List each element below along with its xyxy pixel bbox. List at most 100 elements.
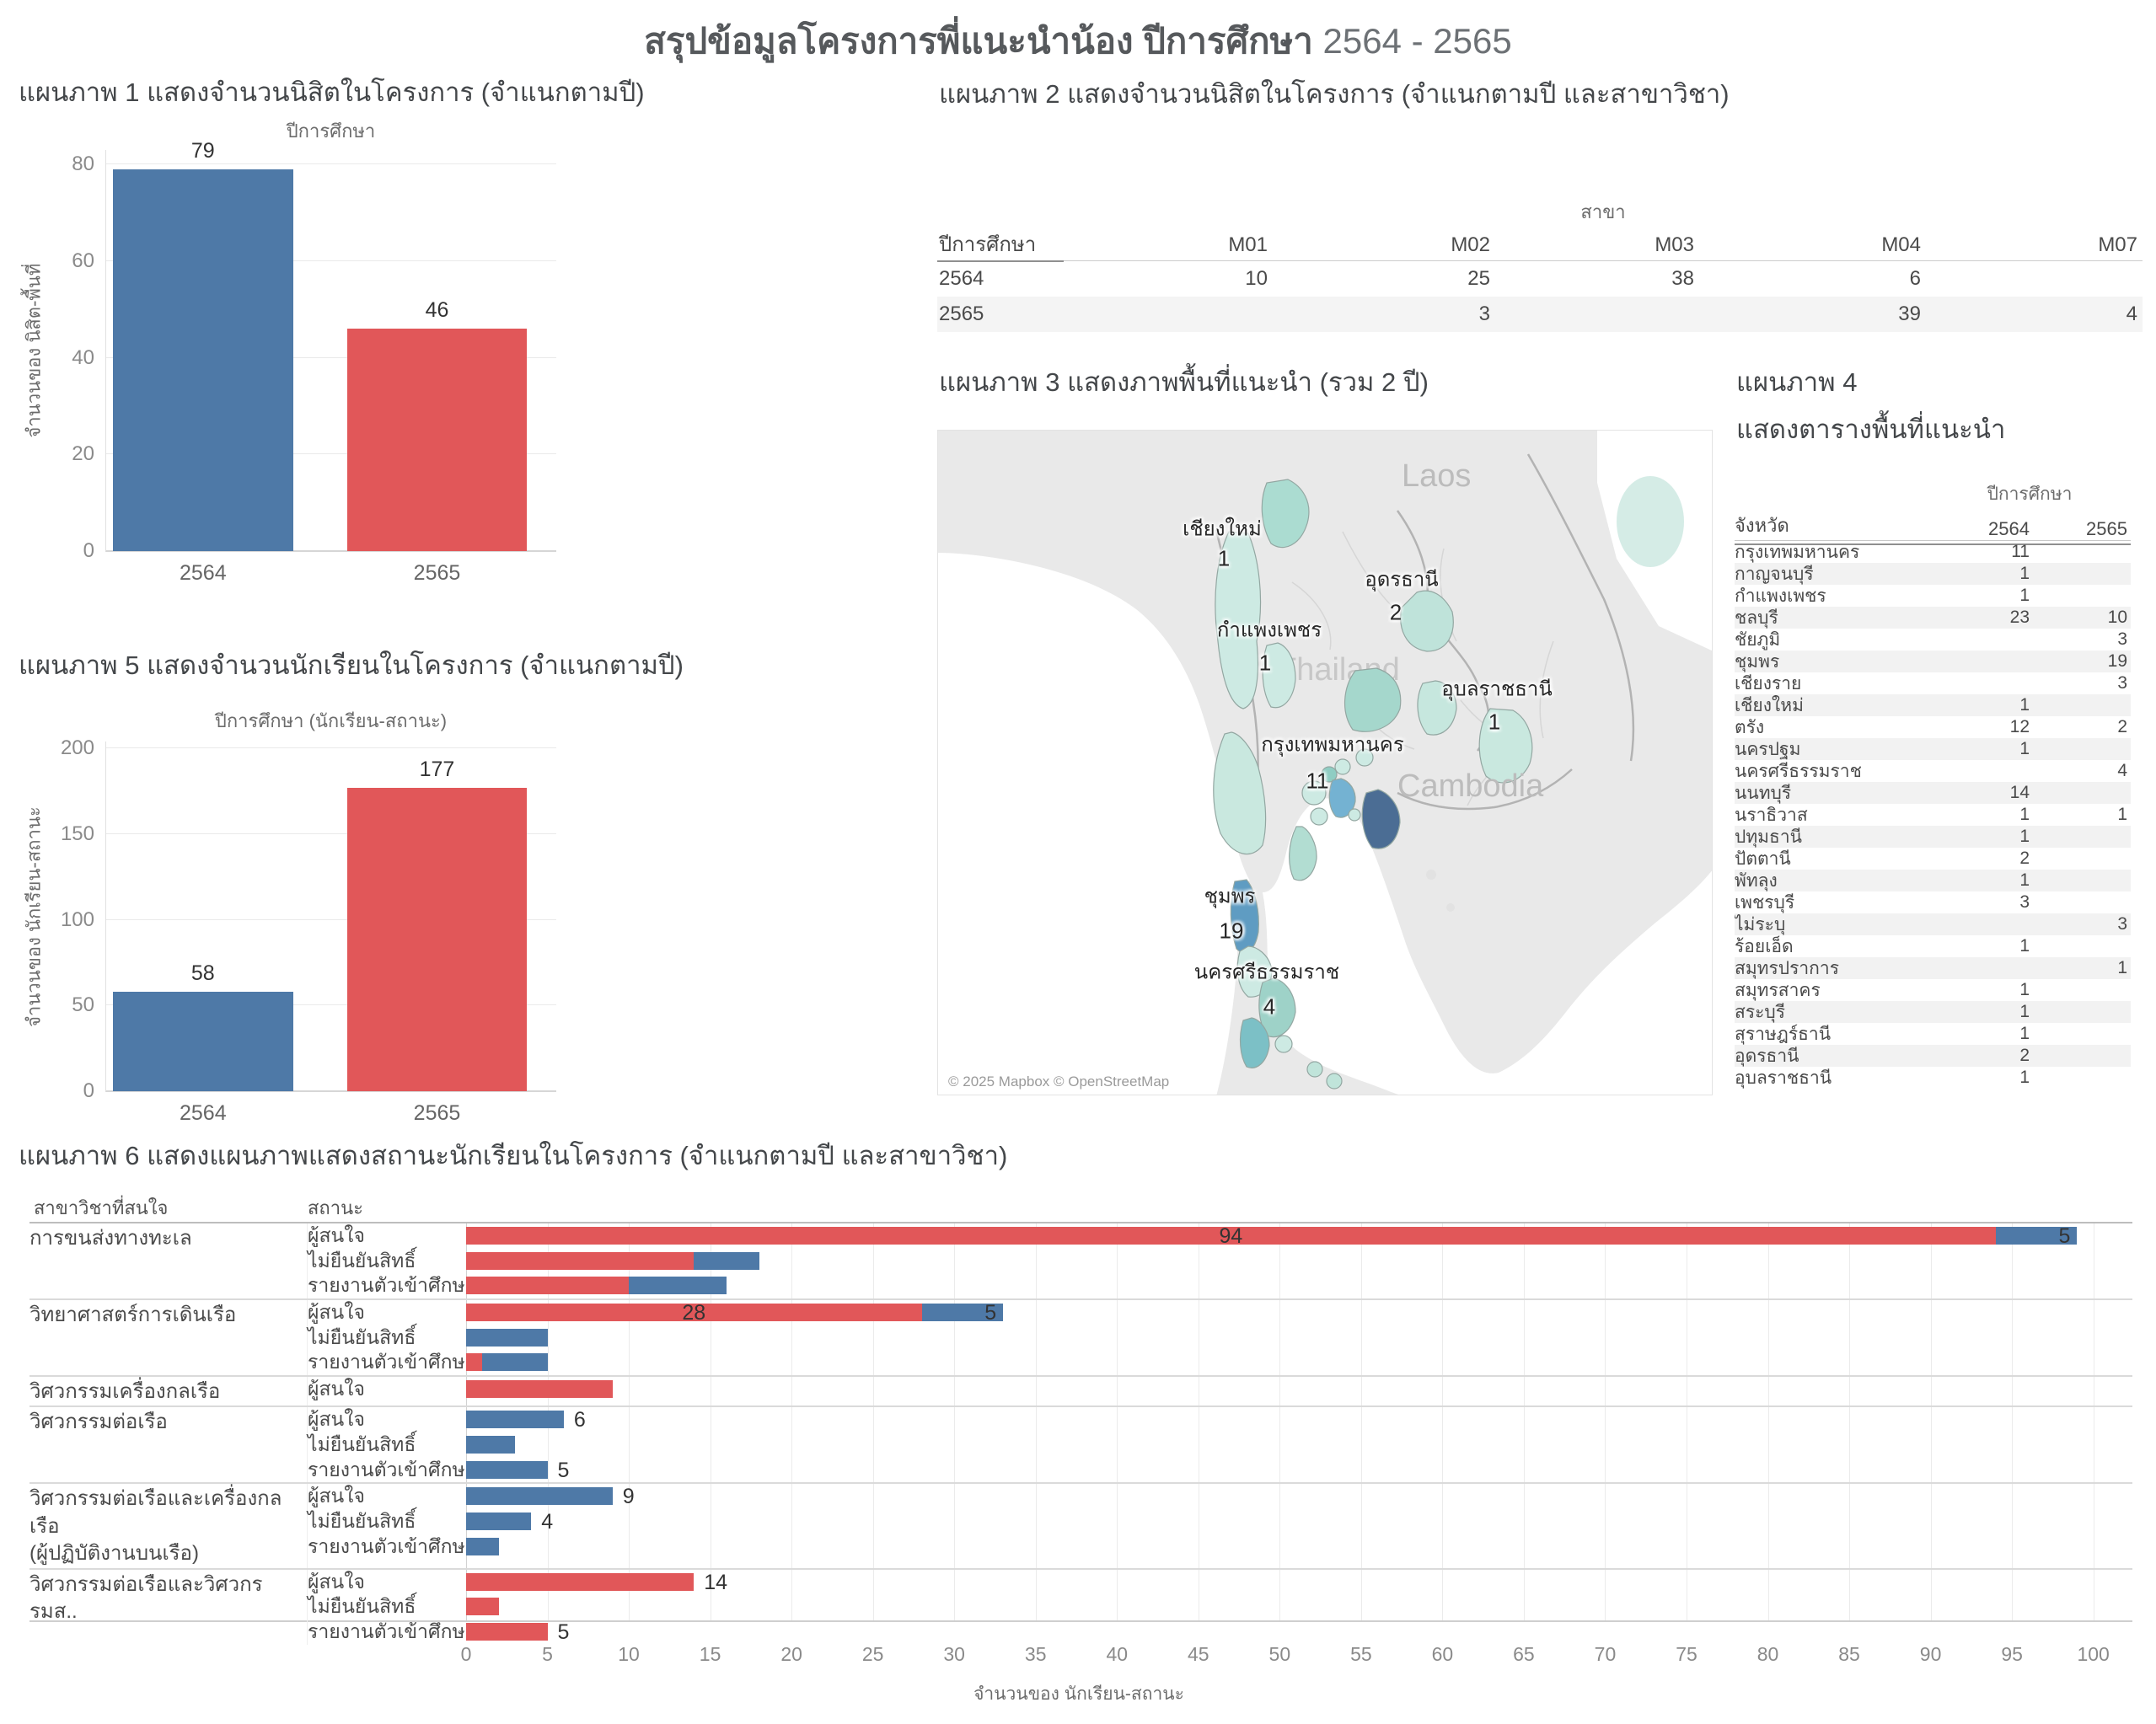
bar-segment-2564[interactable]: 5 (1995, 1226, 2078, 1247)
x-tick-label-75: 75 (1676, 1643, 1697, 1665)
bar-2564[interactable]: 79 (113, 139, 293, 551)
value-cell[interactable]: 23 (2009, 608, 2030, 627)
value-cell[interactable]: 3 (2117, 914, 2127, 934)
province-chiangrai[interactable] (1261, 479, 1310, 549)
table-row: สระบุรี 1 (1735, 1001, 2131, 1023)
province-ubonratchathani[interactable] (1478, 708, 1533, 784)
value-cell[interactable]: 1 (2019, 936, 2030, 956)
province-trang[interactable] (1239, 1017, 1270, 1068)
value-cell[interactable]: 12 (2009, 717, 2030, 736)
province-samutprakan[interactable] (1348, 808, 1361, 822)
value-cell[interactable]: 39 (1898, 303, 1921, 325)
value-cell[interactable]: 25 (1467, 267, 1490, 290)
value-cell[interactable]: 14 (2009, 783, 2030, 802)
bar-segment-2565[interactable] (466, 1277, 630, 1295)
bar-segment-2565[interactable] (466, 1251, 695, 1270)
bar-segment-2565[interactable]: 94 (466, 1226, 1996, 1247)
province-cell: ไม่ระบุ (1735, 914, 1786, 934)
value-cell[interactable]: 10 (2107, 608, 2127, 627)
value-cell[interactable]: 3 (2117, 673, 2127, 693)
bar-2564[interactable]: 58 (113, 961, 293, 1091)
province-roiet[interactable] (1417, 680, 1457, 736)
gridline-0 (106, 1090, 556, 1091)
bar-segment-2564[interactable] (629, 1277, 727, 1295)
bar-segment-2564[interactable] (466, 1436, 515, 1454)
value-cell[interactable]: 3 (2117, 629, 2127, 649)
bar-segment-2564[interactable]: 9 (466, 1486, 635, 1507)
province-phatthalung[interactable] (1274, 1035, 1293, 1053)
value-cell[interactable]: 3 (2019, 892, 2030, 912)
value-cell[interactable]: 1 (2019, 870, 2030, 890)
province-samutsakhon[interactable] (1310, 807, 1328, 826)
province-chaiyaphum[interactable] (1343, 667, 1402, 732)
bar-segment-2564[interactable] (466, 1328, 548, 1347)
major-group: วิทยาศาสตร์การเดินเรือ ผู้สนใจ 28 5 ไม่ยืนยั… (29, 1298, 2132, 1376)
table-row: ร้อยเอ็ด 1 (1735, 935, 2131, 957)
value-cell[interactable]: 1 (2019, 805, 2030, 824)
value-cell[interactable]: 2 (2019, 1046, 2030, 1065)
bar-segment-2564[interactable]: 6 (466, 1410, 586, 1431)
bar-segment-2565[interactable]: 5 (466, 1621, 569, 1642)
province-chonburi[interactable] (1361, 789, 1401, 849)
province-narathiwat[interactable] (1326, 1073, 1343, 1090)
bar-segment-2564[interactable] (694, 1251, 759, 1270)
gridline-55 (1360, 1222, 1362, 1620)
value-cell[interactable]: 1 (2019, 739, 2030, 758)
value-cell[interactable]: 4 (2117, 761, 2127, 780)
value-cell[interactable]: 1 (2019, 1068, 2030, 1087)
bar-2565[interactable]: 46 (346, 298, 528, 551)
bar-track: 6 (466, 1407, 2132, 1432)
value-cell[interactable]: 1 (2019, 827, 2030, 846)
province-udonthani[interactable] (1400, 590, 1454, 652)
map-attribution: © 2025 Mapbox © OpenStreetMap (943, 1073, 1175, 1091)
value-cell[interactable]: 1 (2019, 1024, 2030, 1043)
value-cell[interactable]: 6 (1909, 267, 1921, 290)
map-province-value: 1 (1488, 709, 1501, 735)
bar-segment-2565[interactable]: 14 (466, 1571, 727, 1593)
bar-segment-2564[interactable]: 5 (921, 1303, 1004, 1324)
value-cell[interactable]: 2 (2019, 849, 2030, 868)
province-chiangmai[interactable] (1215, 531, 1262, 709)
y-tick-label-100: 100 (60, 908, 94, 931)
value-cell[interactable]: 1 (2019, 586, 2030, 605)
thailand-map[interactable]: Thailand (937, 430, 1713, 1095)
status-label: ไม่ยืนยันสิทธิ์ (308, 1595, 416, 1618)
value-cell[interactable]: 1 (2019, 695, 2030, 715)
status-label: ผู้สนใจ (308, 1408, 365, 1431)
province-nakhonsithammarat[interactable] (1258, 977, 1296, 1038)
province-nonthaburi[interactable] (1321, 766, 1338, 783)
bar-value-label: 14 (704, 1570, 728, 1594)
value-cell[interactable]: 11 (2011, 542, 2030, 561)
value-cell[interactable]: 38 (1671, 267, 1694, 290)
province-pattani[interactable] (1306, 1061, 1323, 1078)
value-cell[interactable]: 1 (2019, 564, 2030, 583)
value-cell[interactable]: 1 (2117, 805, 2127, 824)
province-nakhonpathom[interactable] (1301, 780, 1327, 806)
value-cell[interactable]: 1 (2019, 980, 2030, 999)
bar-segment-2564[interactable]: 5 (466, 1459, 569, 1480)
chart4-col-2564: 2564 (1940, 511, 2033, 545)
value-cell[interactable]: 3 (1478, 303, 1490, 325)
bar-segment-2565[interactable]: 28 (466, 1303, 922, 1324)
province-saraburi[interactable] (1355, 748, 1374, 767)
value-cell[interactable]: 1 (2019, 1002, 2030, 1021)
x-tick-label-60: 60 (1431, 1643, 1454, 1665)
bar-segment-2564[interactable]: 4 (466, 1512, 553, 1533)
province-kamphaengphet[interactable] (1262, 642, 1296, 709)
province-kanchanaburi[interactable] (1213, 731, 1267, 855)
value-cell[interactable]: 1 (2117, 958, 2127, 977)
bar-2565[interactable]: 177 (346, 758, 528, 1091)
value-cell[interactable]: 19 (2107, 651, 2127, 671)
bar-segment-2564[interactable] (482, 1353, 548, 1372)
bar-segment-2565[interactable] (466, 1598, 499, 1616)
major-label-line: (ผู้ปฏิบัติงานบนเรือ) (29, 1542, 199, 1566)
bar-segment-2564[interactable] (466, 1537, 499, 1555)
value-cell[interactable]: 4 (2126, 303, 2137, 325)
value-cell[interactable]: 2 (2117, 717, 2127, 736)
province-phetchaburi[interactable] (1289, 826, 1317, 881)
chart2-row-header: ปีการศึกษา (937, 228, 1064, 262)
value-cell[interactable]: 10 (1245, 267, 1268, 290)
province-pathumthani[interactable] (1334, 758, 1351, 775)
bar-segment-2565[interactable] (466, 1380, 613, 1399)
bar-segment-2565[interactable] (466, 1353, 483, 1372)
